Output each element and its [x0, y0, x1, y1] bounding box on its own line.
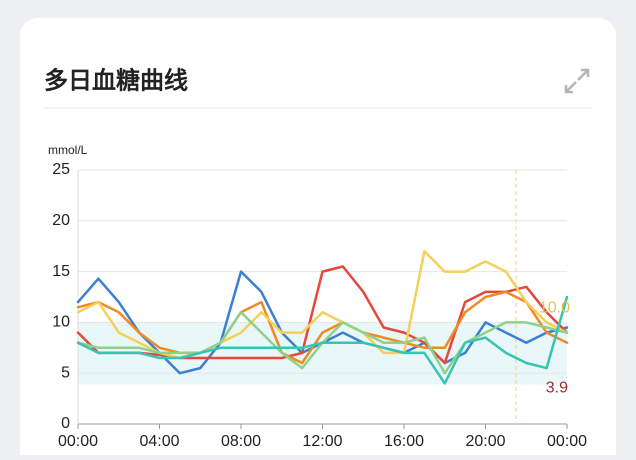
x-tick-label: 04:00 — [139, 433, 179, 450]
chart-title: 多日血糖曲线 — [44, 66, 188, 94]
series-line — [76, 290, 569, 365]
y-tick-label: 20 — [52, 212, 70, 229]
series-line — [76, 265, 569, 365]
x-tick-label: 00:00 — [547, 433, 587, 450]
x-tick-label: 12:00 — [302, 433, 342, 450]
series-line — [76, 295, 569, 385]
y-tick-label: 10 — [52, 314, 70, 331]
target-low-label: 3.9 — [546, 380, 568, 397]
x-tick-label: 00:00 — [58, 433, 98, 450]
x-tick-label: 20:00 — [465, 433, 505, 450]
target-high-label: 10.0 — [539, 300, 570, 317]
y-tick-label: 25 — [52, 161, 70, 178]
x-tick-label: 08:00 — [221, 433, 261, 450]
expand-icon[interactable] — [564, 68, 590, 94]
y-tick-label: 0 — [61, 415, 70, 432]
x-tick-label: 16:00 — [384, 433, 424, 450]
y-axis-label: mmol/L — [48, 143, 88, 157]
y-tick-label: 15 — [52, 263, 70, 280]
y-tick-label: 5 — [61, 364, 70, 381]
